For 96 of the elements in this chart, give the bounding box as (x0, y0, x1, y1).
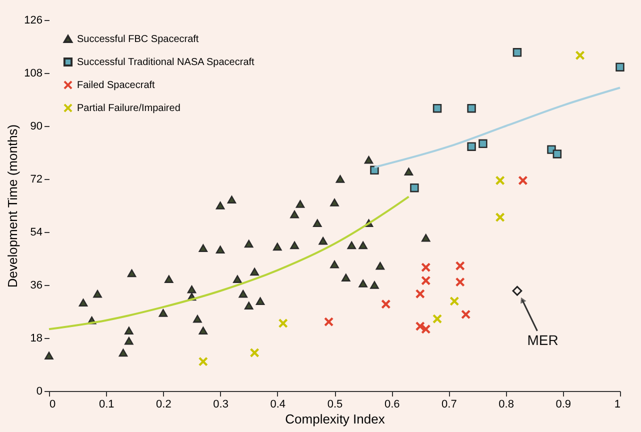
x-tick-label: 0.8 (498, 398, 514, 410)
point (193, 315, 202, 323)
point (330, 198, 339, 206)
point (250, 348, 260, 358)
point (518, 176, 528, 186)
x-tick-label: 0.6 (384, 398, 400, 410)
point (478, 139, 488, 148)
point (358, 280, 368, 288)
legend-label: Partial Failure/Impaired (77, 103, 180, 114)
point (238, 290, 248, 298)
point (198, 356, 208, 366)
point (158, 309, 168, 317)
point (330, 260, 339, 268)
point (273, 242, 282, 251)
point (278, 318, 288, 328)
point (370, 166, 379, 175)
legend-label: Successful FBC Spacecraft (77, 34, 199, 45)
point (216, 202, 225, 210)
point (347, 241, 356, 250)
point (467, 104, 476, 113)
x-tick-label: 0.2 (156, 398, 172, 410)
point (256, 297, 265, 306)
x-tick-label: 1 (614, 398, 620, 410)
point (318, 236, 328, 245)
point (467, 142, 476, 151)
point (290, 210, 299, 218)
x-tick-label: 0.4 (270, 398, 286, 410)
y-tick-label: 54 (30, 226, 42, 238)
point (455, 261, 465, 271)
point (415, 289, 425, 299)
y-tick-label: 18 (30, 332, 42, 344)
point (495, 212, 505, 222)
point (381, 299, 391, 309)
y-tick-label: 0 (36, 386, 42, 398)
legend-label: Failed Spacecraft (77, 80, 156, 91)
point (370, 281, 379, 289)
legend-label: Successful Traditional NASA Spacecraft (77, 57, 255, 68)
point (250, 268, 259, 276)
annotation: MER (527, 332, 558, 348)
point (313, 219, 322, 228)
x-axis-title: Complexity Index (285, 412, 386, 426)
point (376, 262, 385, 270)
line-series (48, 196, 410, 330)
point (124, 337, 134, 345)
point (164, 275, 174, 283)
point (422, 234, 430, 242)
point (358, 241, 368, 250)
y-tick-label: 126 (24, 14, 42, 26)
point (290, 241, 299, 250)
point (118, 348, 128, 357)
y-tick-label: 90 (30, 120, 42, 132)
point (187, 286, 196, 294)
point (404, 168, 414, 176)
point (93, 290, 102, 298)
y-tick-label: 108 (24, 68, 42, 80)
point (421, 262, 431, 272)
point (450, 296, 460, 306)
y-tick-label: 72 (30, 174, 42, 186)
point (432, 314, 442, 324)
point (296, 200, 305, 208)
point (575, 50, 585, 60)
point (455, 277, 465, 287)
point (324, 317, 334, 327)
point (198, 326, 208, 334)
point (227, 196, 236, 204)
point (244, 240, 254, 248)
y-tick-label: 36 (30, 280, 42, 292)
point (124, 326, 134, 334)
point (421, 276, 431, 286)
point (421, 324, 431, 334)
point (616, 62, 624, 72)
x-tick-label: 0.7 (442, 398, 457, 410)
point (233, 275, 242, 283)
point (495, 176, 505, 186)
point (244, 302, 254, 310)
x-tick-label: 0.9 (556, 398, 572, 410)
point (410, 183, 419, 192)
x-tick-label: 0.5 (327, 398, 343, 410)
point (415, 321, 425, 332)
point (512, 48, 522, 57)
x-tick-label: 0 (50, 398, 56, 410)
point (44, 352, 54, 360)
point (432, 104, 442, 113)
point (512, 286, 522, 296)
point (216, 246, 225, 254)
point (78, 298, 88, 307)
point (552, 150, 562, 158)
point (364, 156, 374, 164)
y-axis-title: Development Time (months) (5, 124, 20, 288)
point (461, 310, 471, 320)
point (342, 274, 350, 282)
x-tick-label: 0.3 (213, 398, 228, 410)
point (127, 269, 136, 278)
point (336, 175, 345, 183)
point (198, 244, 208, 252)
x-tick-label: 0.1 (98, 398, 114, 410)
